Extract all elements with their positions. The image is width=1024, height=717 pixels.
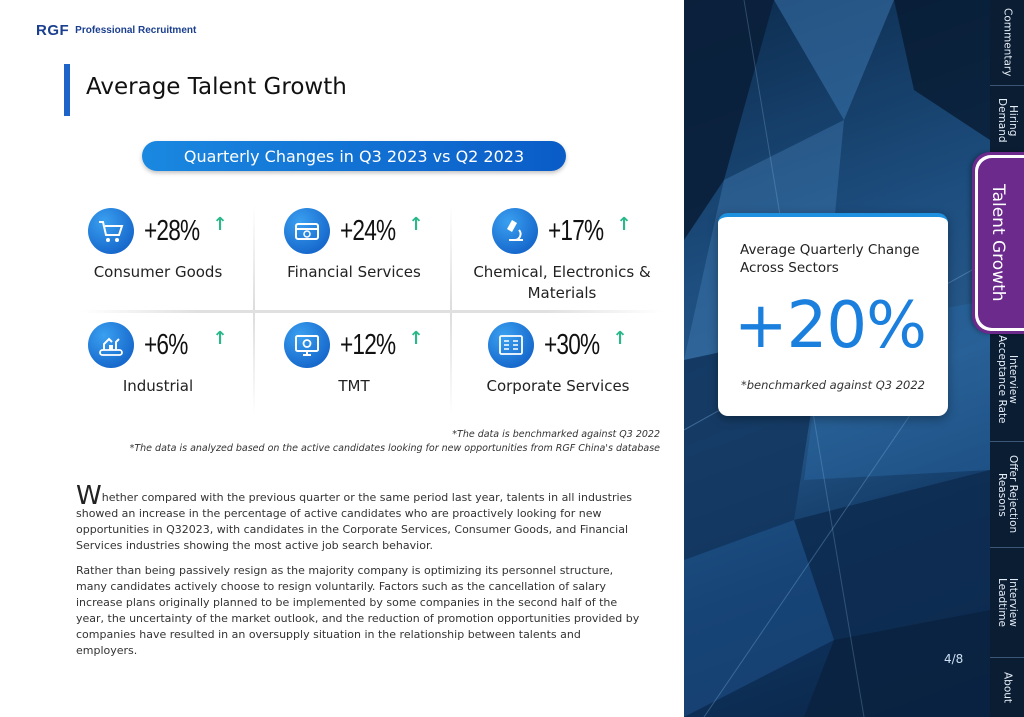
- factory-robot-icon: [88, 322, 135, 368]
- dropcap: W: [76, 481, 102, 511]
- sector-tile: +12% ↑ TMT: [256, 322, 452, 397]
- brand-logo: RGF Professional Recruitment: [36, 22, 196, 39]
- card-footnote: *benchmarked against Q3 2022: [740, 378, 926, 392]
- trend-up-icon: ↑: [408, 213, 424, 235]
- shopping-cart-icon: [88, 208, 135, 254]
- sector-tile: +28% ↑ Consumer Goods: [60, 208, 256, 283]
- section-sidebar: [990, 0, 1024, 717]
- logo-mark: RGF: [36, 22, 70, 39]
- tab-interview-leadtime[interactable]: Interview Leadtime: [990, 548, 1024, 658]
- paragraph: Rather than being passively resign as th…: [76, 564, 640, 657]
- sector-value: +17%: [548, 214, 604, 247]
- page-number: 4/8: [944, 652, 964, 666]
- sector-value: +6%: [144, 328, 189, 361]
- monitor-gear-icon: [284, 322, 331, 368]
- sector-tile: +24% ↑ Financial Services: [256, 208, 452, 283]
- average-change-card: Average Quarterly Change Across Sectors …: [718, 213, 948, 416]
- quarterly-changes-heading: Quarterly Changes in Q3 2023 vs Q2 2023: [142, 141, 566, 171]
- tab-offer-rejection-reasons[interactable]: Offer Rejection Reasons: [990, 442, 1024, 548]
- microscope-icon: [492, 208, 539, 254]
- logo-tagline: Professional Recruitment: [75, 25, 197, 36]
- sector-value: +30%: [544, 328, 600, 361]
- sector-label: Consumer Goods: [93, 263, 223, 281]
- sector-tile: +17% ↑ Chemical, Electronics & Materials: [464, 208, 660, 304]
- sector-label: Chemical, Electronics & Materials: [473, 263, 651, 302]
- sector-tile: +30% ↑ Corporate Services: [460, 322, 656, 397]
- card-heading: Average Quarterly Change Across Sectors: [740, 242, 920, 276]
- sector-value: +24%: [340, 214, 396, 247]
- sector-label: Corporate Services: [486, 377, 630, 395]
- title-accent-bar: [64, 64, 70, 116]
- tab-about[interactable]: About: [1001, 671, 1014, 704]
- footnote: *The data is benchmarked against Q3 2022: [452, 429, 660, 440]
- page-title: Average Talent Growth: [86, 74, 347, 100]
- sector-value: +12%: [340, 328, 396, 361]
- sector-label: TMT: [338, 377, 370, 395]
- trend-up-icon: ↑: [408, 327, 424, 349]
- grid-divider: [82, 310, 662, 313]
- trend-up-icon: ↑: [212, 327, 228, 349]
- trend-up-icon: ↑: [212, 213, 228, 235]
- paragraph: Whether compared with the previous quart…: [76, 483, 644, 554]
- tab-hiring-demand[interactable]: Hiring Demand: [990, 86, 1024, 156]
- sector-value: +28%: [144, 214, 200, 247]
- trend-up-icon: ↑: [616, 213, 632, 235]
- data-footnotes: *The data is benchmarked against Q3 2022…: [130, 428, 660, 456]
- sector-label: Financial Services: [287, 263, 421, 281]
- article-body: Whether compared with the previous quart…: [76, 483, 644, 668]
- tab-commentary[interactable]: Commentary: [990, 0, 1024, 86]
- documents-icon: [488, 322, 535, 368]
- sector-label: Industrial: [122, 377, 194, 395]
- tab-interview-acceptance-rate[interactable]: Interview Acceptance Rate: [990, 318, 1024, 442]
- sector-tile: +6% ↑ Industrial: [60, 322, 256, 397]
- footnote: *The data is analyzed based on the activ…: [129, 443, 660, 454]
- credit-card-icon: [284, 208, 331, 254]
- card-value: +20%: [734, 289, 927, 363]
- trend-up-icon: ↑: [612, 327, 628, 349]
- tab-talent-growth[interactable]: Talent Growth: [972, 152, 1024, 334]
- paragraph-text: hether compared with the previous quarte…: [76, 491, 633, 552]
